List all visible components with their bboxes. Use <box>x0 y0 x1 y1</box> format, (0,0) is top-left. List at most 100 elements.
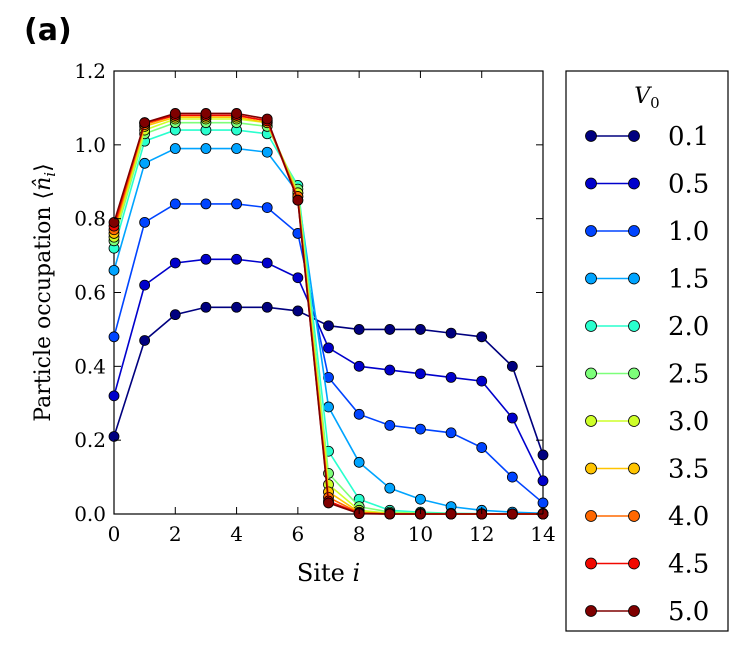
data-point <box>384 482 396 494</box>
data-point <box>476 442 488 453</box>
tick-layer: 0 2 4 6 8 10 12 14 0.0 0.2 0.4 0.6 0.8 1.0 1.2 <box>74 59 556 546</box>
data-point <box>231 108 242 119</box>
data-point <box>506 508 518 520</box>
legend-marker <box>585 177 597 190</box>
series-line-1.0 <box>113 203 544 504</box>
data-point <box>231 301 242 313</box>
data-point <box>537 449 549 461</box>
data-point <box>261 301 273 313</box>
legend-title: V0 <box>634 84 659 112</box>
data-point <box>169 108 181 119</box>
y-tick-label: 0.8 <box>74 207 106 231</box>
data-point <box>261 113 273 125</box>
x-tick-label: 6 <box>291 522 304 546</box>
y-axis-label: Particle occupation ⟨n̂i⟩ <box>31 163 59 421</box>
legend-item-2.0: 2.0 <box>585 312 709 342</box>
series-1.0 <box>108 198 549 509</box>
data-point <box>200 253 212 265</box>
legend-label: 3.5 <box>668 455 709 485</box>
legend-marker <box>628 320 640 332</box>
data-point <box>506 412 518 424</box>
data-point <box>506 471 518 483</box>
series-0.5 <box>108 253 549 487</box>
data-point <box>108 431 120 442</box>
data-point <box>169 198 181 210</box>
legend-item-2.5: 2.5 <box>585 360 709 390</box>
legend-marker <box>585 272 597 285</box>
legend-label: 1.0 <box>668 217 709 247</box>
data-point <box>292 272 304 284</box>
data-point <box>261 257 273 269</box>
data-point <box>323 497 334 509</box>
data-point <box>506 360 518 372</box>
panel-label: (a) <box>24 13 72 48</box>
data-point <box>323 320 334 332</box>
legend-marker <box>585 557 597 570</box>
legend-marker <box>585 225 597 237</box>
legend-item-0.1: 0.1 <box>585 122 709 152</box>
legend-item-3.0: 3.0 <box>585 407 709 437</box>
legend-item-4.5: 4.5 <box>585 550 709 580</box>
data-point <box>415 493 426 505</box>
data-point <box>139 216 151 228</box>
x-tick-label: 10 <box>408 522 433 546</box>
data-point <box>445 372 457 383</box>
data-point <box>292 194 304 206</box>
y-tick-label: 0.4 <box>74 354 106 378</box>
data-point <box>200 108 212 119</box>
legend-item-3.5: 3.5 <box>585 455 709 485</box>
data-point <box>353 360 365 372</box>
data-point <box>169 143 181 154</box>
series-layer <box>108 108 549 520</box>
legend-marker <box>628 177 640 190</box>
legend-item-0.5: 0.5 <box>585 170 709 200</box>
x-tick-label: 2 <box>169 522 182 546</box>
data-point <box>353 408 365 420</box>
legend-item-5.0: 5.0 <box>585 597 709 627</box>
data-point <box>169 309 181 321</box>
data-point <box>200 301 212 313</box>
x-tick-label: 8 <box>353 522 366 546</box>
legend-item-1.5: 1.5 <box>585 265 709 295</box>
data-point <box>200 143 212 154</box>
data-point <box>445 508 457 520</box>
legend-label: 2.0 <box>668 312 709 342</box>
data-point <box>139 335 151 346</box>
data-point <box>261 146 273 158</box>
legend-marker <box>628 557 640 570</box>
series-0.1 <box>108 301 549 461</box>
legend-marker <box>585 415 597 427</box>
legend-marker <box>585 462 597 475</box>
data-point <box>231 198 242 210</box>
x-tick-label: 0 <box>108 522 121 546</box>
data-point <box>323 401 334 413</box>
data-point <box>108 390 120 402</box>
x-tick-label: 4 <box>230 522 243 546</box>
legend-marker <box>628 272 640 285</box>
legend-marker <box>585 130 597 142</box>
legend-marker <box>585 367 597 380</box>
x-tick-label: 12 <box>469 522 494 546</box>
legend-marker <box>628 415 640 427</box>
data-point <box>139 279 151 291</box>
data-point <box>415 324 426 335</box>
data-point <box>445 427 457 439</box>
data-point <box>384 419 396 431</box>
legend-label: 5.0 <box>668 597 709 627</box>
data-point <box>353 456 365 468</box>
y-tick-label: 0.6 <box>74 281 106 305</box>
data-point <box>139 157 151 169</box>
legend-marker <box>628 462 640 475</box>
data-point <box>537 475 549 487</box>
data-point <box>476 331 488 343</box>
legend-layer: 0.1 0.5 1.0 1.5 2.0 2.5 3.0 3.5 4.0 4.5 5.0 <box>585 122 709 627</box>
legend-label: 2.5 <box>668 360 709 390</box>
legend-marker <box>585 605 597 617</box>
data-point <box>169 257 181 269</box>
data-point <box>139 117 151 129</box>
data-point <box>323 342 334 354</box>
data-point <box>537 497 549 509</box>
data-point <box>108 216 120 228</box>
y-tick-label: 1.0 <box>74 133 106 157</box>
y-tick-label: 1.2 <box>74 59 106 83</box>
